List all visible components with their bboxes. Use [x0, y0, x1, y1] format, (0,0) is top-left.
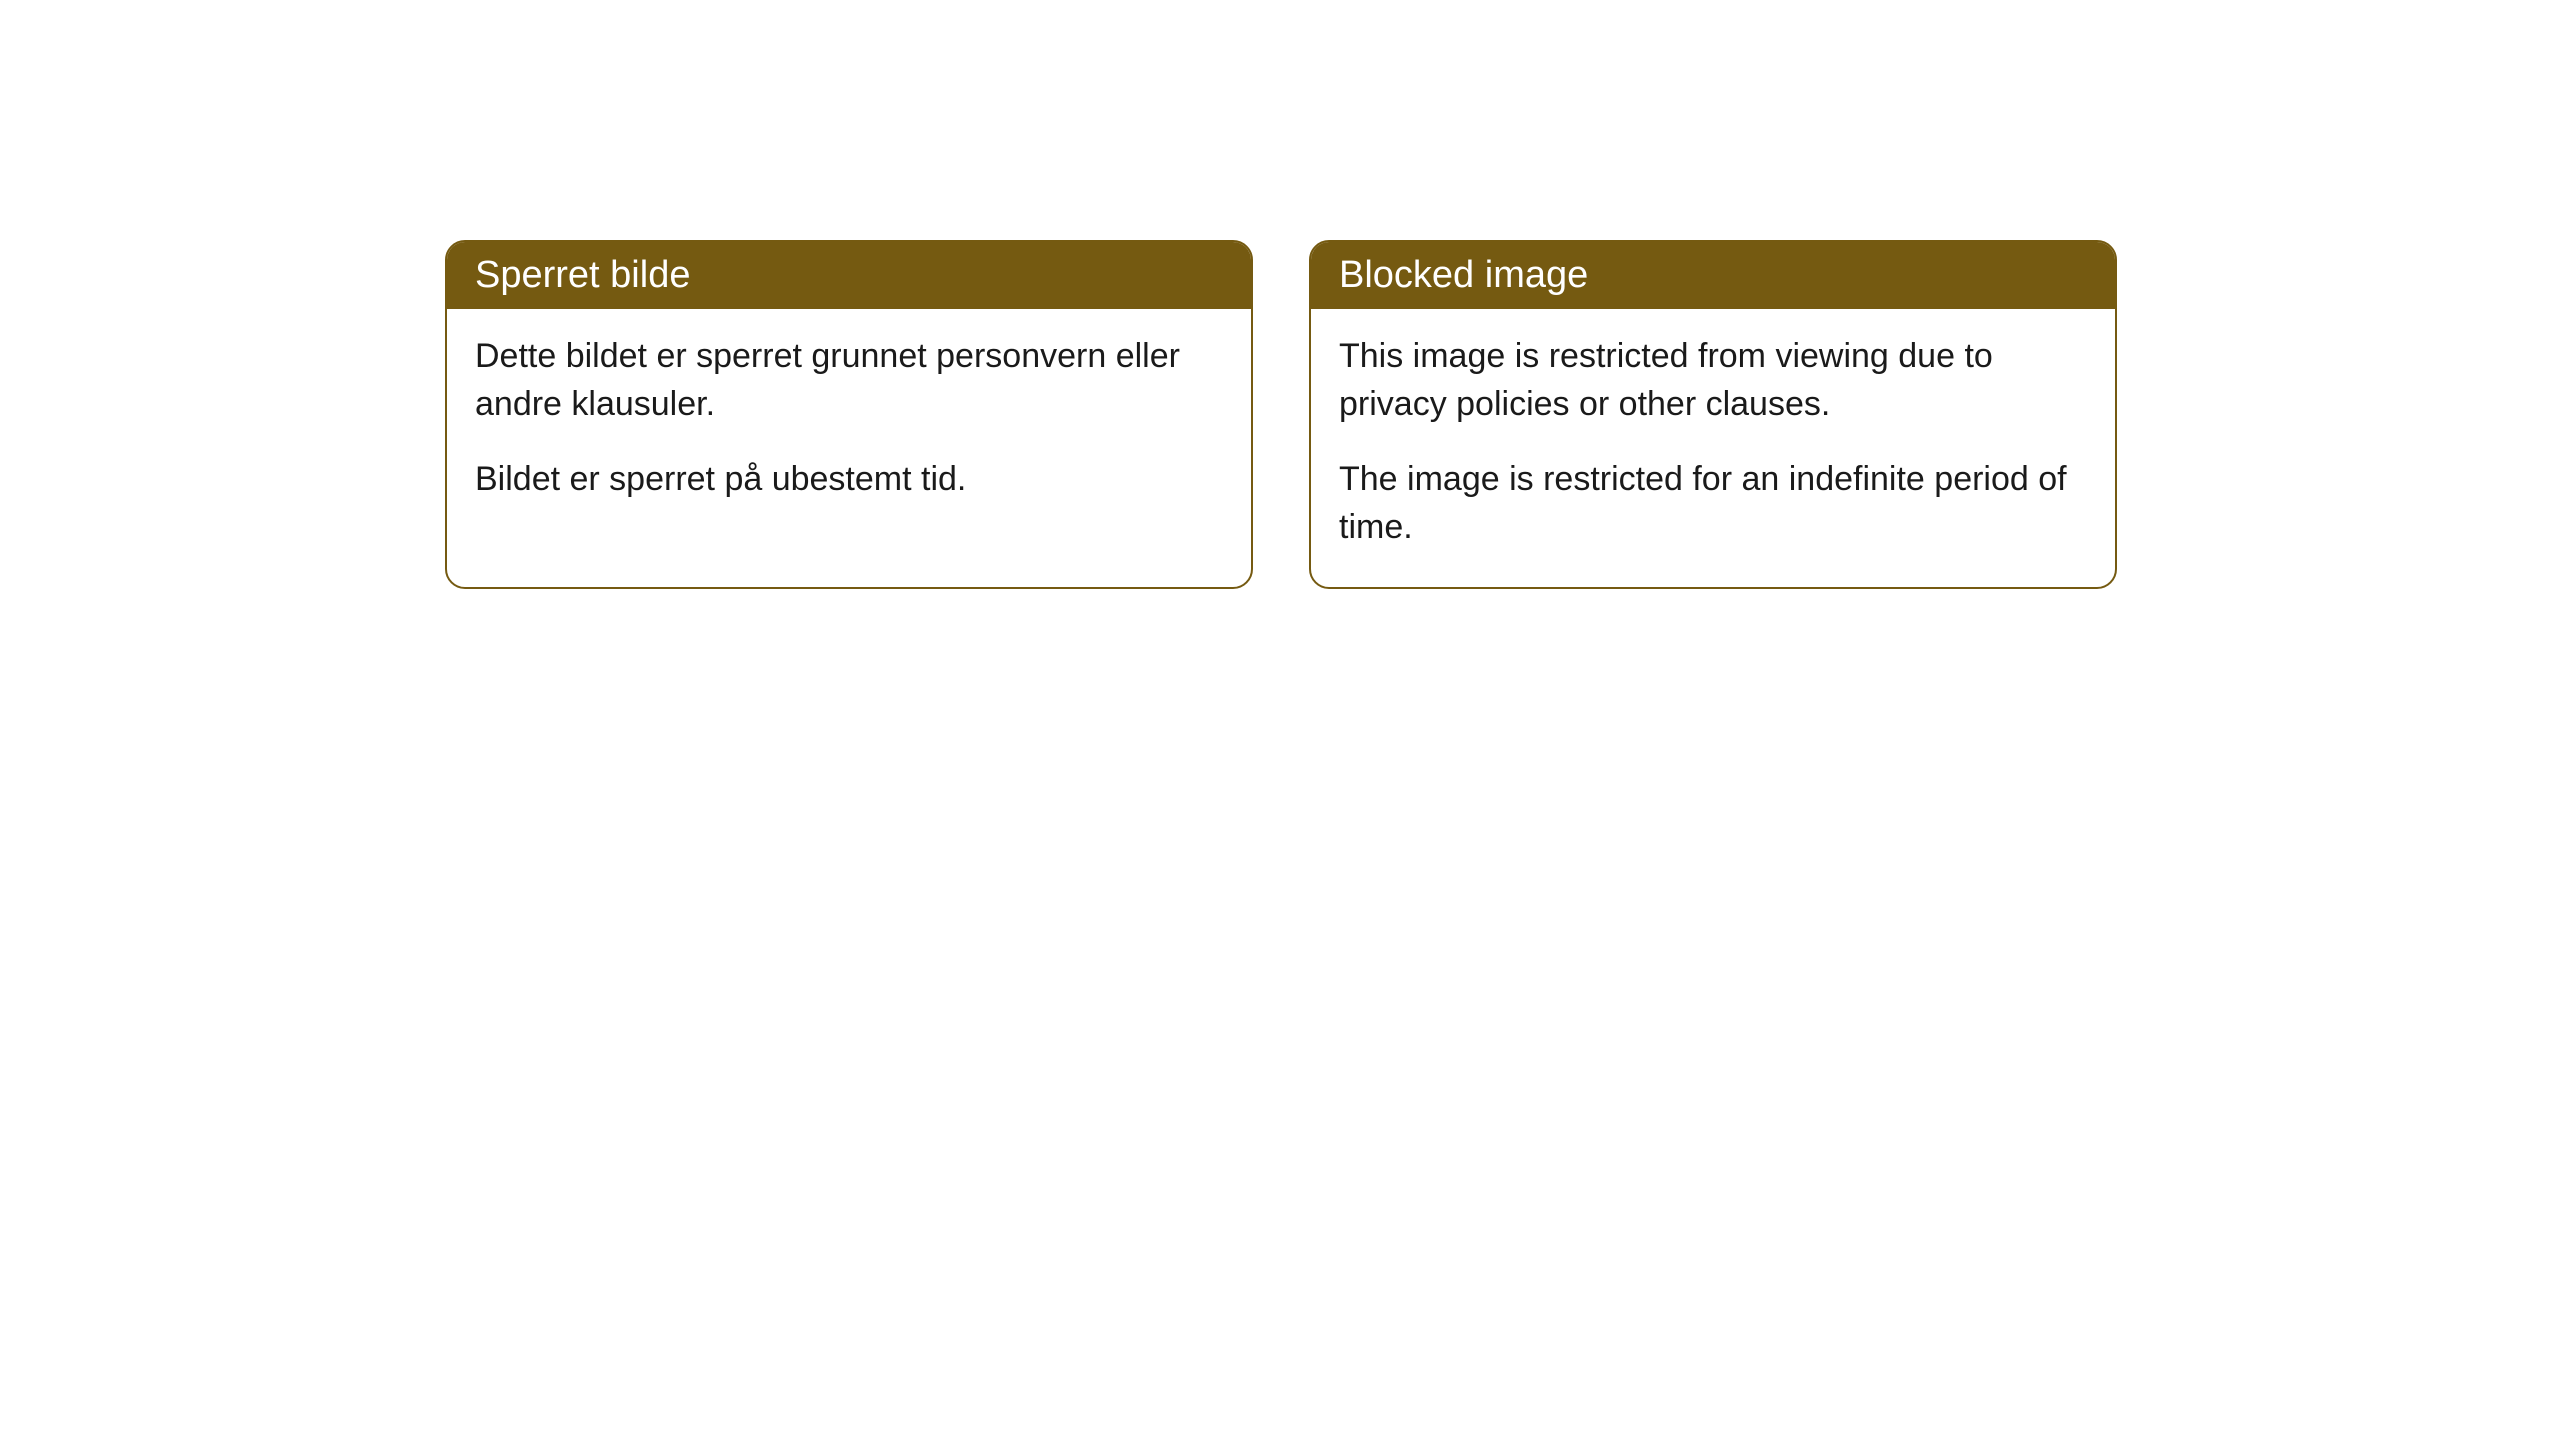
card-paragraph2-no: Bildet er sperret på ubestemt tid. [475, 456, 1223, 504]
card-title-en: Blocked image [1339, 254, 1588, 296]
card-header-no: Sperret bilde [447, 242, 1251, 309]
card-paragraph2-en: The image is restricted for an indefinit… [1339, 456, 2087, 551]
card-body-en: This image is restricted from viewing du… [1311, 309, 2115, 587]
blocked-image-card-no: Sperret bilde Dette bildet er sperret gr… [445, 240, 1253, 589]
card-title-no: Sperret bilde [475, 254, 690, 296]
card-paragraph1-no: Dette bildet er sperret grunnet personve… [475, 333, 1223, 428]
card-body-no: Dette bildet er sperret grunnet personve… [447, 309, 1251, 540]
blocked-image-card-en: Blocked image This image is restricted f… [1309, 240, 2117, 589]
cards-container: Sperret bilde Dette bildet er sperret gr… [445, 240, 2117, 589]
card-header-en: Blocked image [1311, 242, 2115, 309]
card-paragraph1-en: This image is restricted from viewing du… [1339, 333, 2087, 428]
